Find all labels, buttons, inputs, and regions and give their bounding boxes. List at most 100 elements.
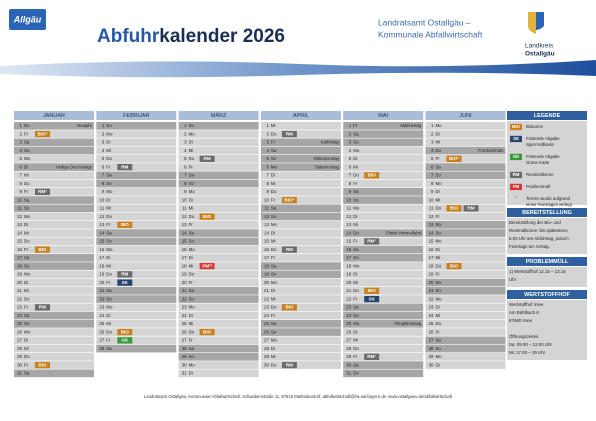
day-number: 5 xyxy=(102,156,105,161)
section-title: LEGENDE xyxy=(534,113,561,119)
month-header xyxy=(178,111,259,120)
day-number: 4 xyxy=(431,148,434,153)
day-row xyxy=(343,311,424,320)
day-row xyxy=(14,163,94,171)
day-number: 11 xyxy=(264,206,269,211)
day-number: 28 xyxy=(17,346,22,351)
day-row xyxy=(178,278,259,287)
day-number: 13 xyxy=(99,222,104,227)
day-row xyxy=(14,270,94,279)
month-name: MÄRZ xyxy=(211,112,227,119)
legend-tag: RM xyxy=(513,172,520,177)
weekday: Mi xyxy=(353,338,358,343)
day-number: 1 xyxy=(431,123,434,128)
day-row xyxy=(178,245,259,254)
day-number: 27 xyxy=(17,338,22,343)
day-row xyxy=(260,146,341,155)
day-number: 18 xyxy=(182,263,187,268)
day-number: 12 xyxy=(182,214,187,219)
day-number: 22 xyxy=(346,296,351,301)
weekday: Di xyxy=(24,280,28,285)
day-number: 11 xyxy=(182,206,187,211)
day-number: 27 xyxy=(182,338,187,343)
day-number: 10 xyxy=(17,197,22,202)
day-row xyxy=(96,229,177,237)
day-row xyxy=(178,311,259,320)
weekday: So xyxy=(24,206,30,211)
weekday: Di xyxy=(271,346,275,351)
day-number: 11 xyxy=(429,206,434,211)
section-title: BEREITSTELLUNG xyxy=(522,210,572,216)
weekday: Sa xyxy=(436,164,442,169)
weekday: Mi xyxy=(106,321,111,326)
day-row xyxy=(14,171,94,180)
weekday: Do xyxy=(24,123,30,128)
day-number: 5 xyxy=(431,156,434,161)
day-number: 21 xyxy=(429,288,434,293)
day-number: 7 xyxy=(349,173,352,178)
weekday: Sa xyxy=(24,371,30,376)
day-number: 11 xyxy=(17,206,22,211)
day-row xyxy=(178,344,259,353)
day-number: 12 xyxy=(429,214,434,219)
weekday: So xyxy=(106,239,112,244)
day-number: 13 xyxy=(182,222,187,227)
day-number: 5 xyxy=(349,156,352,161)
legend-badge xyxy=(510,183,522,191)
day-row xyxy=(260,254,341,262)
day-row xyxy=(260,287,341,295)
legend-badge xyxy=(510,123,522,131)
weekday: Fr xyxy=(271,197,276,202)
day-row xyxy=(260,171,341,180)
day-row xyxy=(96,155,177,163)
day-row xyxy=(14,229,94,237)
weekday: Mo xyxy=(436,239,443,244)
tag-badge xyxy=(35,130,50,138)
day-number: 20 xyxy=(17,280,22,285)
day-row xyxy=(14,204,94,213)
tag-badge xyxy=(281,361,297,369)
day-number: 8 xyxy=(349,181,352,186)
day-row xyxy=(343,262,424,270)
tag-label: BIO xyxy=(121,329,130,334)
day-number: 17 xyxy=(182,255,187,260)
day-number: 6 xyxy=(266,164,269,169)
day-row xyxy=(343,245,424,254)
day-number: 14 xyxy=(17,230,22,235)
weekday: Di xyxy=(189,197,193,202)
weekday: Fr xyxy=(353,181,358,186)
weekday: Mo xyxy=(271,280,278,285)
day-row xyxy=(425,229,506,237)
day-number: 23 xyxy=(182,305,187,310)
weekday: Mi xyxy=(24,230,29,235)
day-number: 1 xyxy=(102,123,105,128)
day-row xyxy=(96,212,177,221)
legend-badge xyxy=(510,171,522,179)
day-row xyxy=(14,237,94,246)
legend-text: Restmülltonne xyxy=(526,172,554,177)
tag-label: BIO xyxy=(38,362,47,367)
day-row xyxy=(178,163,259,171)
day-number: 14 xyxy=(182,230,187,235)
day-row xyxy=(425,237,506,246)
tag-badge xyxy=(446,155,462,162)
day-row xyxy=(96,122,177,130)
day-row xyxy=(343,295,424,303)
tag-label: BIO xyxy=(203,214,212,219)
weekday: Do xyxy=(189,272,195,277)
weekday: Mo xyxy=(271,338,278,343)
month-header xyxy=(343,111,424,120)
day-number: 26 xyxy=(99,329,104,334)
day-row xyxy=(343,369,424,378)
day-number: 26 xyxy=(17,329,22,334)
day-number: 3 xyxy=(102,140,105,145)
day-row xyxy=(96,163,177,171)
day-row xyxy=(425,221,506,229)
weekday: Mo xyxy=(189,131,196,136)
holiday-note: Maifeiertag xyxy=(400,123,421,128)
day-number: 19 xyxy=(17,272,22,277)
weekday: Do xyxy=(353,173,359,178)
day-row xyxy=(343,237,424,246)
day-number: 25 xyxy=(182,321,187,326)
day-number: 22 xyxy=(182,296,187,301)
